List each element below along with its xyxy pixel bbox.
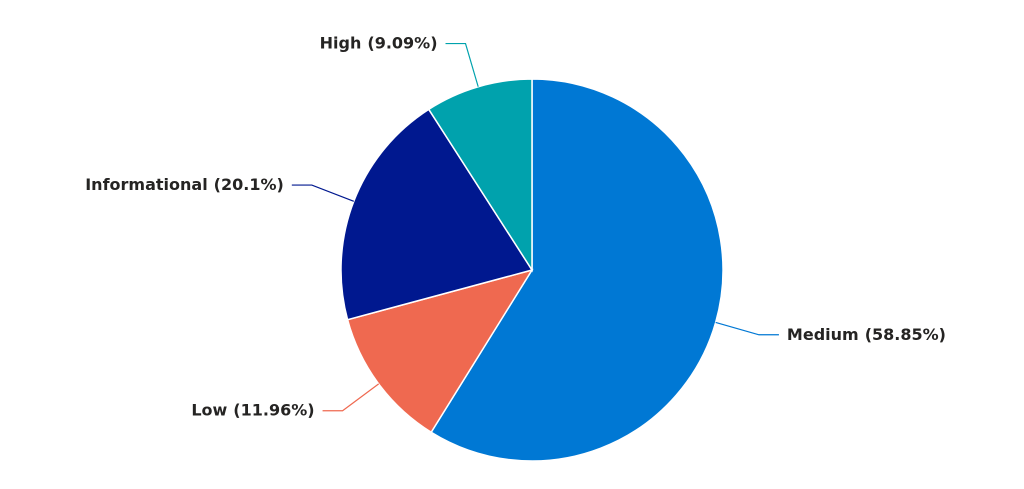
slice-value: (58.85%) — [865, 324, 946, 343]
slice-category: High — [320, 33, 362, 52]
slice-value: (11.96%) — [233, 400, 314, 419]
slice-category: Informational — [85, 175, 207, 194]
slice-category: Medium — [787, 324, 859, 343]
slice-category: Low — [191, 400, 227, 419]
slice-label: Low (11.96%) — [191, 400, 314, 419]
leader-line — [291, 184, 355, 202]
pie-slice — [340, 108, 534, 321]
pie-slice — [427, 78, 533, 273]
slice-value: (20.1%) — [214, 175, 284, 194]
pie-slice — [346, 268, 534, 434]
slice-label: High (9.09%) — [320, 33, 438, 52]
slice-label: Medium (58.85%) — [787, 324, 946, 343]
slice-value: (9.09%) — [367, 33, 437, 52]
slice-label: Informational (20.1%) — [85, 175, 284, 194]
leader-line — [322, 383, 380, 412]
leader-line — [445, 42, 479, 87]
leader-line — [715, 321, 779, 336]
